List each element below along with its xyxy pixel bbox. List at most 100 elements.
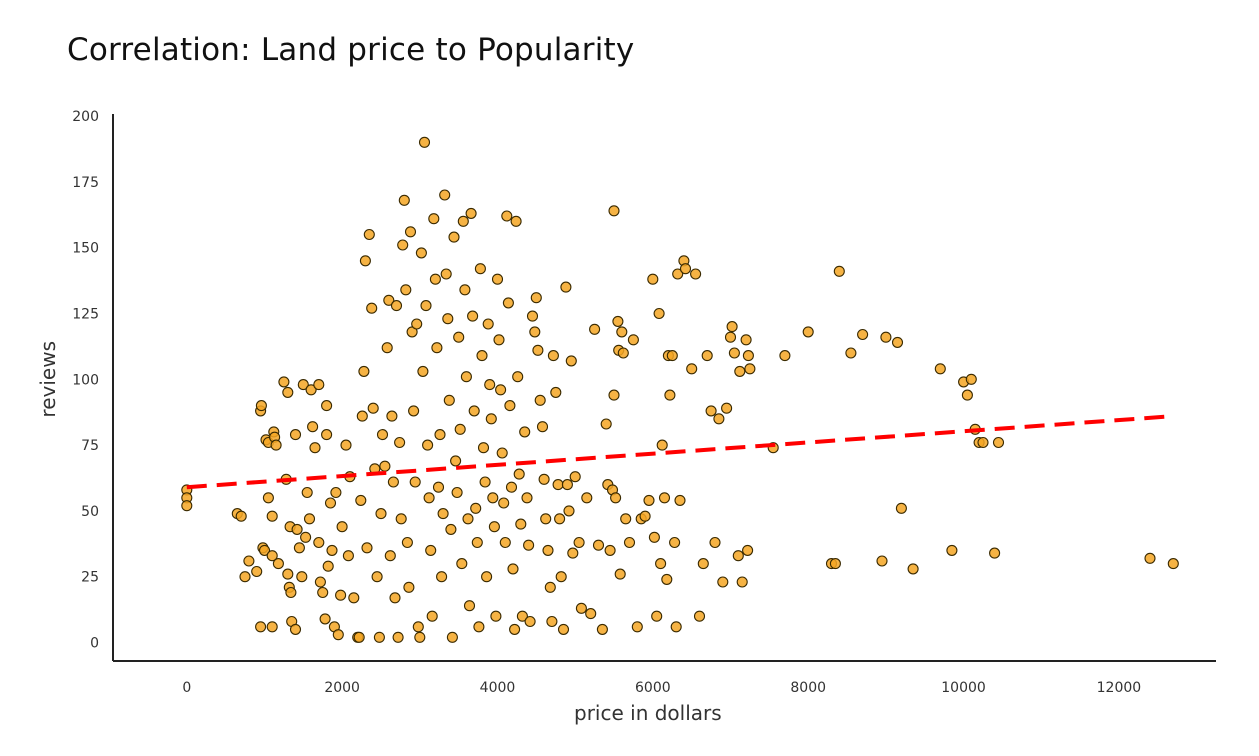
data-point [401,536,413,549]
data-point [453,331,465,343]
data-point [348,592,360,604]
data-point [403,581,415,593]
data-point [779,350,791,362]
trend-line [186,414,1174,490]
data-point [617,347,629,359]
data-point [563,505,575,517]
data-point [560,281,572,293]
data-point [387,476,399,488]
data-point [361,542,373,554]
data-point [270,439,282,451]
data-point [301,486,313,499]
y-axis-label: reviews [36,341,60,418]
data-point [454,423,466,435]
x-tick-label: 10000 [941,680,986,696]
data-point [592,539,605,551]
data-point [655,558,667,570]
data-point [422,439,434,451]
data-point [721,402,733,414]
data-point [627,334,639,346]
data-point [1167,558,1179,570]
data-point [445,523,457,535]
data-point [493,334,505,346]
data-point [181,500,193,512]
data-point [266,510,278,522]
data-point [880,331,892,343]
data-point [491,273,504,285]
data-point [524,615,536,628]
data-point [313,379,325,391]
data-point [439,189,451,201]
data-point [499,536,511,549]
data-point [429,273,441,285]
data-point [319,613,331,625]
x-tick-label: 8000 [790,680,826,696]
data-point [557,623,570,635]
data-point [437,508,449,520]
data-point [554,513,566,525]
y-tick-label: 50 [81,504,99,520]
data-point [608,205,620,217]
data-point [448,231,460,243]
data-point [389,592,401,604]
data-point [496,447,508,459]
data-point [829,558,841,570]
data-point [408,405,420,417]
data-point [479,476,491,488]
data-point [502,297,514,309]
data-point [467,310,479,322]
data-point [470,502,482,514]
data-point [332,629,344,641]
data-point [255,621,267,633]
data-point [317,586,329,599]
data-point [515,518,527,530]
data-point [845,347,857,359]
data-point [728,347,740,359]
data-point [510,215,522,227]
data-point [565,355,577,367]
data-point [488,521,500,533]
data-point [501,210,513,222]
data-point [398,194,410,206]
data-point [490,610,502,622]
data-point [498,497,510,509]
data-point [530,292,542,304]
data-point [314,576,326,588]
data-point [521,492,533,504]
data-point [569,471,581,483]
data-point [375,508,387,520]
data-point [487,492,499,504]
data-point [431,342,443,354]
data-point [289,429,302,441]
x-axis-label: price in dollars [574,701,722,725]
data-point [516,610,528,622]
data-point [390,300,403,312]
data-point [309,442,321,454]
data-point [666,350,678,362]
data-point [509,623,521,635]
data-point [895,502,907,514]
data-point [495,384,507,396]
data-point [504,400,516,412]
data-point [457,215,469,227]
data-point [513,468,525,480]
data-point [367,402,379,414]
data-point [656,439,668,451]
y-tick-labels: 0 25 50 75 100 125 150 175 200 [72,109,99,652]
data-point [417,365,429,377]
data-point [477,442,490,454]
data-point [833,265,845,277]
data-point [544,581,556,593]
data-point [342,550,354,562]
data-point [363,228,375,241]
data-point [732,550,744,562]
data-point [262,492,274,504]
data-point [672,268,684,280]
data-point [366,302,378,314]
data-point [523,539,535,551]
data-point [426,610,438,622]
data-point [381,342,393,354]
data-point [585,608,597,620]
data-point [709,536,721,549]
data-point [717,576,729,588]
